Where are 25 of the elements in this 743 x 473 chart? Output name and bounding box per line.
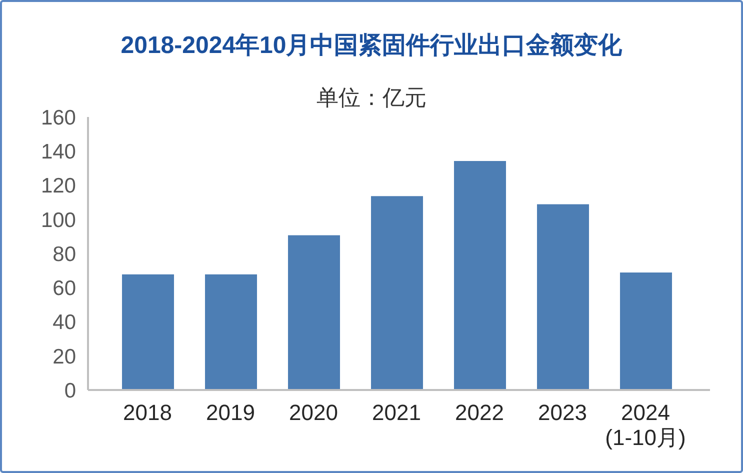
bar — [205, 274, 257, 390]
x-tick-label: 2019 — [206, 400, 255, 425]
x-tick-label: 2018 — [123, 400, 172, 425]
x-tick-label: 2021 — [372, 400, 421, 425]
y-tick-label: 40 — [52, 311, 76, 334]
chart-title: 2018-2024年10月中国紧固件行业出口金额变化 — [120, 31, 624, 61]
y-tick-label: 120 — [40, 174, 76, 198]
y-tick-label: 0 — [64, 379, 76, 402]
x-tick-label: 2023 — [538, 400, 587, 425]
y-tick-label: 100 — [40, 208, 76, 232]
bar — [371, 196, 423, 390]
y-tick-label: 140 — [40, 140, 76, 164]
y-tick-label: 60 — [52, 277, 76, 300]
x-tick-label: 2022 — [455, 400, 504, 425]
x-tick-label: 2020 — [289, 400, 338, 425]
bar — [620, 272, 672, 390]
y-tick-label: 80 — [52, 242, 76, 266]
y-tick-label: 20 — [52, 345, 76, 368]
x-tick-label: 2024 (1-10月) — [605, 400, 686, 450]
chart-subtitle: 单位：亿元 — [316, 85, 426, 110]
y-tick-label: 160 — [40, 106, 76, 130]
bar — [537, 204, 589, 390]
bar — [288, 235, 340, 390]
bar — [454, 161, 506, 390]
bar — [122, 274, 174, 390]
